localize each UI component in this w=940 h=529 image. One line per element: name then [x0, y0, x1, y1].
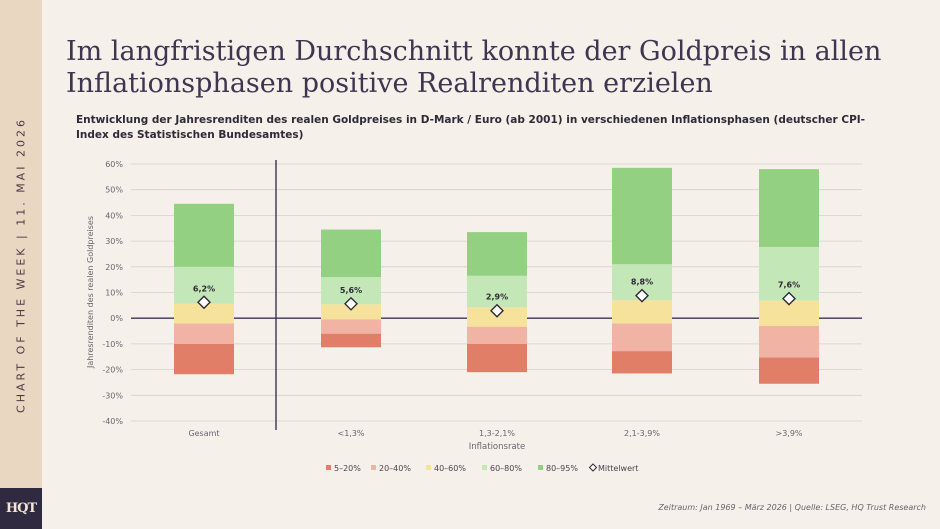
x-tick-label: >3,9% — [775, 429, 802, 438]
legend-swatch — [538, 465, 543, 470]
mean-label: 5,6% — [340, 286, 362, 295]
legend-swatch — [426, 465, 431, 470]
bar-segment — [612, 300, 672, 324]
bar-segment — [759, 357, 819, 384]
y-tick-label: 50% — [105, 186, 123, 195]
y-tick-label: 10% — [105, 289, 123, 298]
bar-segment — [174, 303, 234, 324]
bar-segment — [321, 333, 381, 348]
mean-label: 7,6% — [778, 281, 800, 290]
sidebar: CHART OF THE WEEK | 11. MAI 2026 — [0, 0, 42, 529]
bar-segment — [759, 169, 819, 248]
source-note: Zeitraum: Jan 1969 – März 2026 | Quelle:… — [658, 503, 926, 512]
legend-label: 5–20% — [334, 464, 361, 473]
bar-segment — [612, 323, 672, 352]
x-tick-label: 1,3-2,1% — [479, 429, 515, 438]
mean-label: 8,8% — [631, 278, 653, 287]
page-title: Im langfristigen Durchschnitt konnte der… — [66, 36, 882, 99]
y-tick-label: -30% — [102, 391, 123, 400]
legend-swatch — [326, 465, 331, 470]
y-tick-label: -20% — [102, 366, 123, 375]
x-tick-label: 2,1-3,9% — [624, 429, 660, 438]
bar-segment — [612, 167, 672, 265]
mean-label: 6,2% — [193, 284, 215, 293]
bar-segment — [467, 275, 527, 308]
mean-marker — [635, 288, 649, 303]
legend-mean-icon — [588, 463, 598, 472]
x-tick-label: Gesamt — [188, 429, 219, 438]
bar-segment — [174, 343, 234, 375]
legend-swatch — [371, 465, 376, 470]
bar-segment — [612, 351, 672, 374]
mean-label: 2,9% — [486, 293, 508, 302]
mean-marker — [490, 303, 504, 318]
bar-segment — [467, 232, 527, 276]
legend-label: 80–95% — [546, 464, 578, 473]
legend-label: 40–60% — [434, 464, 466, 473]
y-axis-label: Jahresrenditen des realen Goldpreises — [86, 216, 95, 369]
bar-segment — [467, 343, 527, 373]
mean-marker — [782, 291, 796, 306]
y-tick-label: 40% — [105, 211, 123, 220]
y-tick-label: -10% — [102, 340, 123, 349]
bar-segment — [321, 319, 381, 334]
legend-label: 60–80% — [490, 464, 522, 473]
x-tick-label: <1,3% — [337, 429, 364, 438]
hq-trust-logo[interactable]: HQT — [0, 488, 42, 529]
legend-label: Mittelwert — [598, 464, 638, 473]
mean-marker — [344, 296, 358, 311]
bar-segment — [321, 304, 381, 320]
y-tick-label: -40% — [102, 417, 123, 426]
legend-swatch — [482, 465, 487, 470]
bar-segment — [174, 203, 234, 267]
bar-segment — [321, 229, 381, 278]
bar-segment — [467, 326, 527, 344]
mean-marker — [197, 295, 211, 310]
x-axis-label: Inflationsrate — [469, 442, 525, 452]
bar-segment — [174, 323, 234, 344]
chart-subtitle: Entwicklung der Jahresrenditen des reale… — [76, 114, 866, 141]
y-tick-label: 30% — [105, 237, 123, 246]
legend-label: 20–40% — [379, 464, 411, 473]
y-tick-label: 0% — [110, 314, 123, 323]
y-tick-label: 60% — [105, 160, 123, 169]
bar-segment — [759, 325, 819, 358]
y-tick-label: 20% — [105, 263, 123, 272]
